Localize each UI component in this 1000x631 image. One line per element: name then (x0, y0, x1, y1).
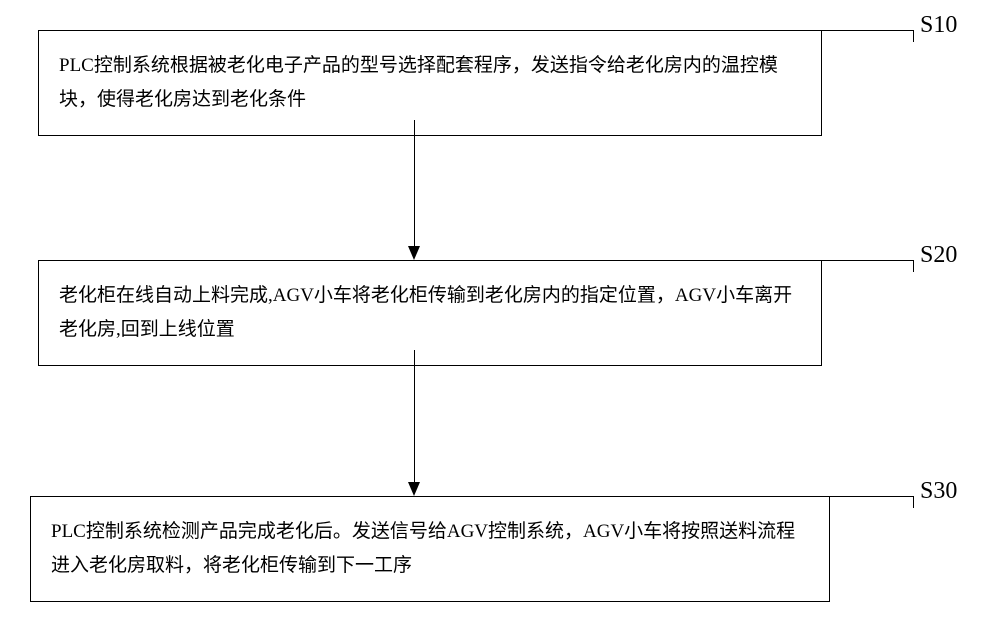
label-connector-s30 (830, 496, 914, 508)
arrow-head-1 (408, 246, 420, 260)
step-text-s10: PLC控制系统根据被老化电子产品的型号选择配套程序，发送指令给老化房内的温控模块… (59, 49, 801, 117)
flowchart-container: PLC控制系统根据被老化电子产品的型号选择配套程序，发送指令给老化房内的温控模块… (0, 0, 1000, 631)
step-label-s20: S20 (920, 242, 957, 269)
step-text-s30: PLC控制系统检测产品完成老化后。发送信号给AGV控制系统，AGV小车将按照送料… (51, 515, 809, 583)
label-connector-s20 (822, 260, 914, 272)
arrow-head-2 (408, 482, 420, 496)
arrow-line-2 (414, 350, 415, 482)
step-box-s10: PLC控制系统根据被老化电子产品的型号选择配套程序，发送指令给老化房内的温控模块… (38, 30, 822, 136)
arrow-line-1 (414, 120, 415, 246)
label-connector-s10 (822, 30, 914, 42)
step-label-s10: S10 (920, 12, 957, 39)
step-text-s20: 老化柜在线自动上料完成,AGV小车将老化柜传输到老化房内的指定位置，AGV小车离… (59, 279, 801, 347)
step-box-s30: PLC控制系统检测产品完成老化后。发送信号给AGV控制系统，AGV小车将按照送料… (30, 496, 830, 602)
step-label-s30: S30 (920, 478, 957, 505)
step-box-s20: 老化柜在线自动上料完成,AGV小车将老化柜传输到老化房内的指定位置，AGV小车离… (38, 260, 822, 366)
